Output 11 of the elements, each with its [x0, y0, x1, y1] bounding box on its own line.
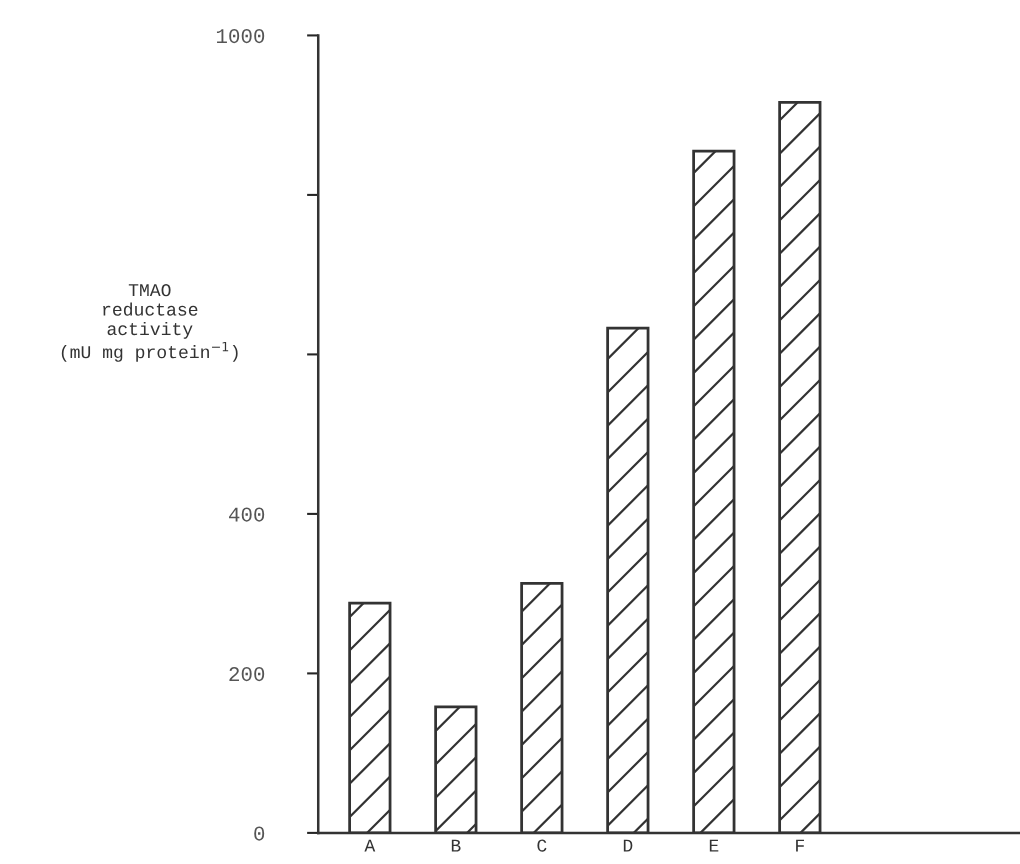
x-tick-label: E	[709, 839, 719, 852]
x-tick-label: B	[451, 839, 461, 852]
y-tick-label: 400	[229, 507, 265, 522]
x-tick-label: A	[364, 839, 376, 852]
y-tick-label: 200	[229, 667, 265, 682]
y-tick-label: 0	[254, 826, 265, 841]
x-tick-label: C	[537, 839, 547, 852]
y-tick-label: 1000	[216, 29, 265, 44]
y-axis-title: TMAO reductase activity (mU mg protein$^{−1}$)	[61, 284, 238, 362]
x-tick-label: F	[796, 839, 804, 852]
x-tick-label: D	[623, 839, 633, 852]
